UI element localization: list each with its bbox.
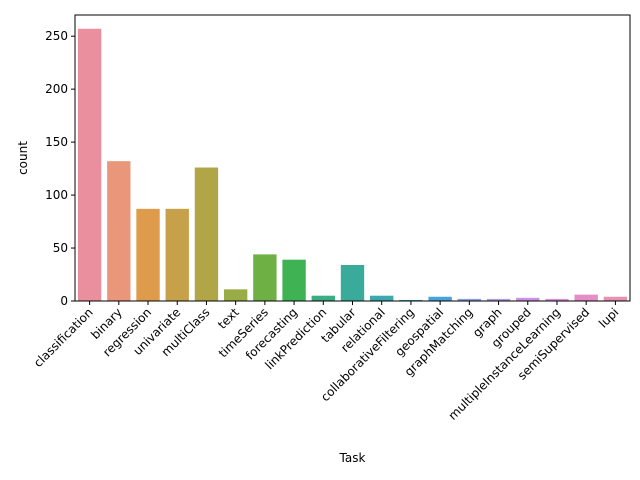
bar-forecasting xyxy=(282,259,306,301)
y-axis: 0 50 100 150 200 250 xyxy=(45,29,75,308)
y-tick-label: 100 xyxy=(45,188,68,202)
y-axis-label: count xyxy=(16,141,30,175)
y-tick-label: 0 xyxy=(60,294,68,308)
bar-collaborativeFiltering xyxy=(399,299,423,301)
x-axis-label: Task xyxy=(339,451,366,465)
bar-timeSeries xyxy=(253,254,277,301)
bars-group xyxy=(77,28,628,301)
y-tick-label: 150 xyxy=(45,135,68,149)
bar-geospatial xyxy=(428,296,452,301)
bar-graphMatching xyxy=(457,298,482,301)
x-tick-label: lupi xyxy=(596,305,621,330)
bar-relational xyxy=(370,295,394,301)
bar-tabular xyxy=(340,264,365,301)
bar-grouped xyxy=(516,297,540,301)
y-tick-label: 200 xyxy=(45,82,68,96)
bar-graph xyxy=(486,298,511,301)
bar-multiClass xyxy=(194,167,219,301)
plot-frame xyxy=(74,14,631,302)
bar-text xyxy=(223,289,248,301)
x-axis: classificationbinaryregressionunivariate… xyxy=(31,301,622,423)
bar-univariate xyxy=(165,208,189,301)
bar-binary xyxy=(107,161,131,301)
bar-classification xyxy=(77,28,102,301)
bar-multipleInstanceLearning xyxy=(545,298,569,301)
bar-regression xyxy=(136,208,160,301)
bar-semiSupervised xyxy=(574,294,598,301)
bar-linkPrediction xyxy=(311,295,335,301)
y-tick-label: 50 xyxy=(53,241,68,255)
y-tick-label: 250 xyxy=(45,29,68,43)
bar-lupi xyxy=(603,296,628,301)
x-tick-label: classification xyxy=(31,305,96,370)
